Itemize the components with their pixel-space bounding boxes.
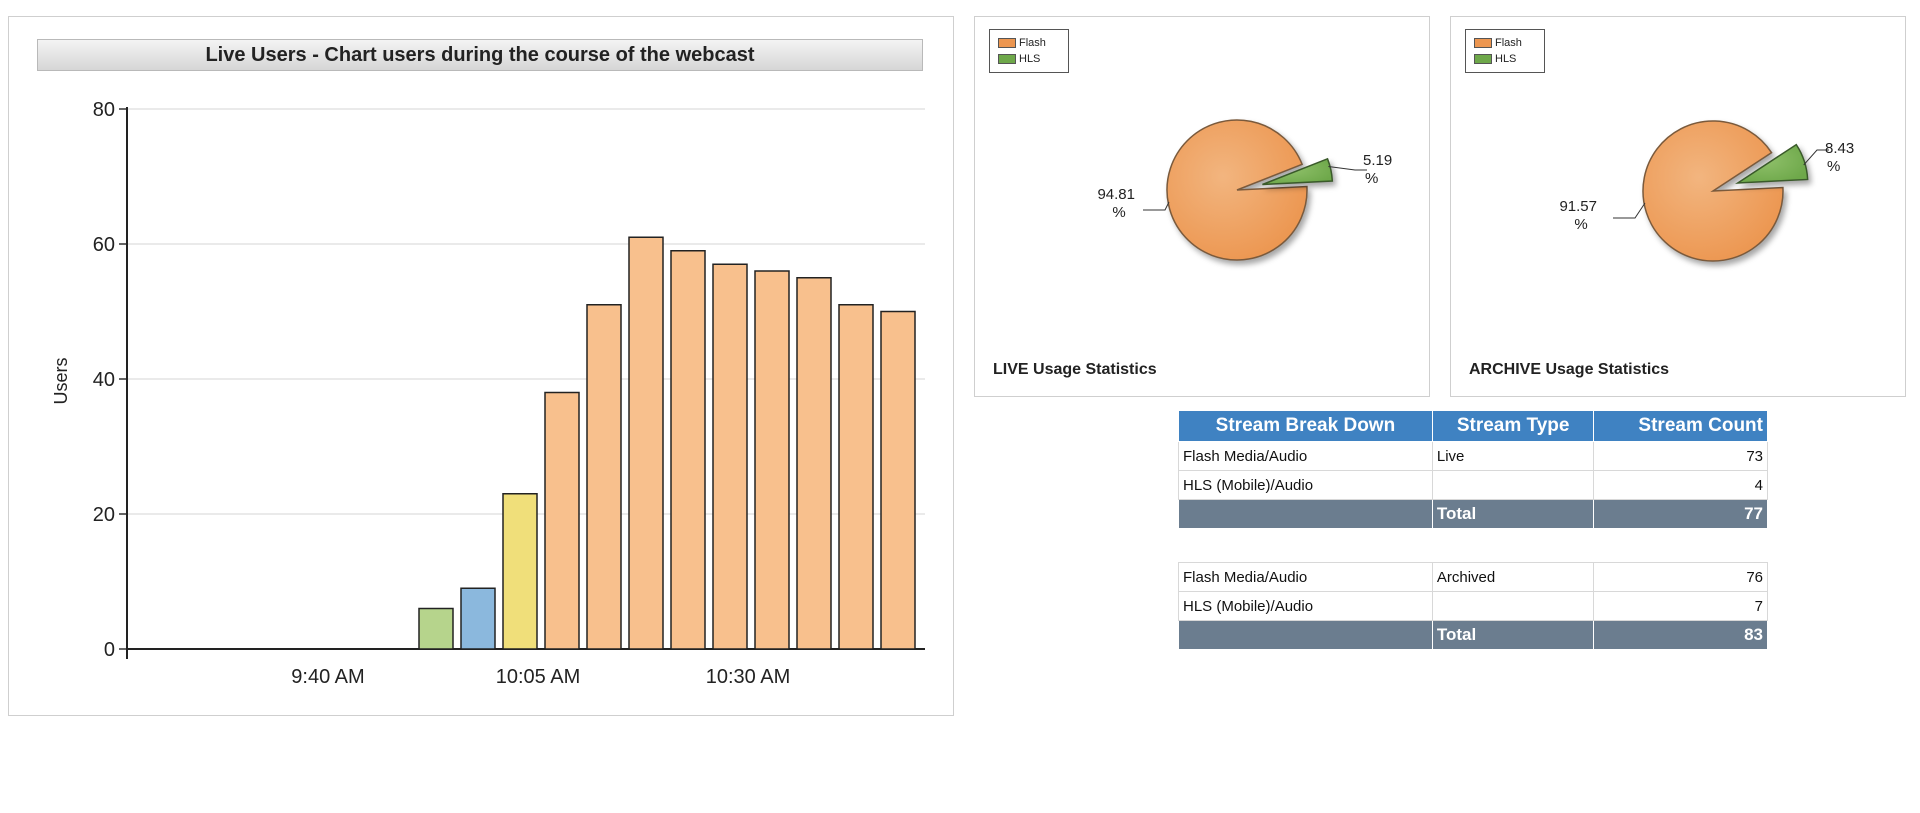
- bar: [628, 236, 664, 650]
- stream-type: Archived: [1431, 562, 1595, 592]
- archive-usage-panel: 91.57% 8.43% Flash HLS ARCHIVE Usage Stat…: [1450, 16, 1906, 397]
- legend-item-hls: HLS: [1474, 52, 1516, 66]
- stream-count: 7: [1593, 591, 1768, 621]
- col-header-breakdown: Stream Break Down: [1178, 410, 1433, 442]
- total-spacer: [1178, 499, 1433, 529]
- bar: [838, 304, 874, 650]
- flash-value-label: 94.81: [1097, 186, 1135, 203]
- stream-name: HLS (Mobile)/Audio: [1178, 470, 1433, 500]
- stream-type: [1431, 470, 1595, 500]
- hls-slice: [1734, 143, 1809, 184]
- flash-leader-line: [1143, 201, 1170, 211]
- flash-slice: [1642, 120, 1784, 262]
- flash-percent-label: %: [1574, 216, 1587, 233]
- stream-count: 73: [1593, 441, 1768, 471]
- archive-usage-pie: 91.57%8.43%: [1559, 120, 1854, 262]
- legend-label: HLS: [1019, 53, 1041, 65]
- total-count: 83: [1593, 620, 1768, 650]
- hls-leader-line: [1328, 166, 1367, 171]
- stream-count: 76: [1593, 562, 1768, 592]
- y-tick-label: 80: [93, 99, 115, 121]
- live-users-chart-panel: 0 20 40 60 80 Users 9:40 AM 10:05 AM 10:30 AM Li…: [8, 16, 954, 716]
- table-header-row: Stream Break Down Stream Type Stream Cou…: [1178, 410, 1768, 442]
- total-spacer: [1178, 620, 1433, 650]
- y-tick-label: 20: [93, 504, 115, 526]
- stream-count: 4: [1593, 470, 1768, 500]
- y-tick-label: 60: [93, 234, 115, 256]
- table-row: Flash Media/Audio Archived 76: [1178, 562, 1768, 592]
- bar: [880, 310, 916, 650]
- legend-label: Flash: [1495, 37, 1522, 49]
- live-pie-legend: Flash HLS: [989, 29, 1069, 73]
- live-stream-table: Stream Break Down Stream Type Stream Cou…: [1178, 410, 1768, 529]
- chart-title: Live Users - Chart users during the cour…: [37, 39, 923, 71]
- hls-value-label: 5.19: [1363, 152, 1392, 169]
- y-tick-label: 40: [93, 369, 115, 391]
- live-usage-caption: LIVE Usage Statistics: [993, 361, 1157, 378]
- x-tick-label: 9:40 AM: [291, 666, 364, 688]
- x-tick-label: 10:30 AM: [706, 666, 791, 688]
- archive-pie-legend: Flash HLS: [1465, 29, 1545, 73]
- legend-item-hls: HLS: [998, 52, 1040, 66]
- total-count: 77: [1593, 499, 1768, 529]
- table-row: HLS (Mobile)/Audio 7: [1178, 591, 1768, 621]
- flash-swatch: [1474, 38, 1492, 49]
- hls-slice: [1262, 157, 1334, 186]
- legend-label: Flash: [1019, 37, 1046, 49]
- live-usage-pie: 94.81%5.19%: [1097, 119, 1392, 261]
- legend-item-flash: Flash: [998, 36, 1046, 50]
- total-label: Total: [1431, 620, 1595, 650]
- legend-label: HLS: [1495, 53, 1517, 65]
- flash-leader-line: [1613, 202, 1646, 219]
- flash-value-label: 91.57: [1559, 198, 1597, 215]
- table-row: Flash Media/Audio Live 73: [1178, 441, 1768, 471]
- table-row: HLS (Mobile)/Audio 4: [1178, 470, 1768, 500]
- y-tick-label: 0: [104, 639, 115, 661]
- hls-percent-label: %: [1827, 158, 1840, 175]
- flash-slice: [1166, 119, 1308, 261]
- col-header-type: Stream Type: [1431, 410, 1595, 442]
- stream-name: HLS (Mobile)/Audio: [1178, 591, 1433, 621]
- total-row: Total 83: [1178, 620, 1768, 650]
- hls-swatch: [998, 54, 1016, 65]
- hls-percent-label: %: [1365, 170, 1378, 187]
- bar: [460, 587, 496, 650]
- y-axis-label: Users: [51, 357, 71, 404]
- stream-name: Flash Media/Audio: [1178, 562, 1433, 592]
- bar: [670, 250, 706, 650]
- total-label: Total: [1431, 499, 1595, 529]
- bar: [796, 277, 832, 650]
- bar: [418, 607, 454, 650]
- archive-stream-table: Flash Media/Audio Archived 76 HLS (Mobil…: [1178, 562, 1768, 650]
- live-users-bar-chart: 0 20 40 60 80 Users 9:40 AM 10:05 AM 10:30 AM: [51, 99, 925, 688]
- col-header-count: Stream Count: [1593, 410, 1768, 442]
- x-tick-label: 10:05 AM: [496, 666, 581, 688]
- total-row: Total 77: [1178, 499, 1768, 529]
- stream-type: [1431, 591, 1595, 621]
- hls-swatch: [1474, 54, 1492, 65]
- stream-type: Live: [1431, 441, 1595, 471]
- flash-percent-label: %: [1112, 204, 1125, 221]
- archive-usage-caption: ARCHIVE Usage Statistics: [1469, 361, 1670, 378]
- bar: [502, 493, 538, 650]
- flash-swatch: [998, 38, 1016, 49]
- hls-leader-line: [1803, 149, 1829, 166]
- bar: [754, 270, 790, 650]
- legend-item-flash: Flash: [1474, 36, 1522, 50]
- live-usage-panel: 94.81% 5.19% Flash HLS LIVE Usage Statist…: [974, 16, 1430, 397]
- bar: [586, 304, 622, 650]
- bar: [544, 391, 580, 650]
- hls-value-label: 8.43: [1825, 140, 1854, 157]
- stream-name: Flash Media/Audio: [1178, 441, 1433, 471]
- bar: [712, 263, 748, 650]
